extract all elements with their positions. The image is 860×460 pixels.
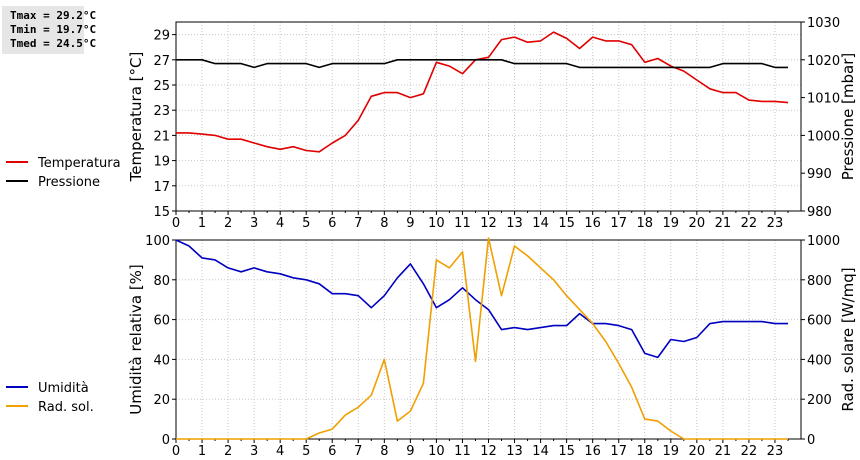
panel1-x-tick-label: 12 (480, 216, 497, 231)
panel2-x-tick-label: 23 (767, 444, 784, 459)
panel2-x-tick-label: 10 (428, 444, 445, 459)
panel1-x-tick-label: 9 (406, 216, 414, 231)
panel1-x-tick-label: 19 (663, 216, 680, 231)
panel1-x-tick-label: 3 (250, 216, 258, 231)
panel2-x-tick-label: 18 (636, 444, 653, 459)
panel2-x-tick-label: 17 (610, 444, 627, 459)
panel1-x-tick-label: 5 (302, 216, 310, 231)
panel2-yr-tick-label: 200 (807, 393, 832, 408)
panel1-yl-tick-label: 27 (153, 54, 170, 69)
panel2-yr-tick-label: 1000 (807, 234, 840, 249)
panel2-x-tick-label: 5 (302, 444, 310, 459)
panel1-yl-tick-label: 29 (153, 29, 170, 44)
panel2-x-tick-label: 6 (328, 444, 336, 459)
panel1-x-tick-label: 11 (454, 216, 471, 231)
panel1-yr-tick-label: 1030 (807, 16, 840, 31)
panel1-ylabel-right: Pressione [mbar] (839, 53, 857, 181)
panel2-x-tick-label: 8 (380, 444, 388, 459)
panel1-x-tick-label: 14 (532, 216, 549, 231)
panel1-yl-tick-label: 15 (153, 205, 170, 220)
panel1-x-tick-label: 8 (380, 216, 388, 231)
panel1-x-tick-label: 1 (198, 216, 206, 231)
panel2-x-tick-label: 21 (715, 444, 732, 459)
panel2-yl-tick-label: 40 (153, 353, 170, 368)
panel2-x-tick-label: 1 (198, 444, 206, 459)
panel1-series-2 (176, 58, 788, 69)
panel1-x-tick-label: 18 (636, 216, 653, 231)
panel1-yl-tick-label: 17 (153, 180, 170, 195)
panel1-x-tick-label: 13 (506, 216, 523, 231)
panel2-yl-tick-label: 60 (153, 314, 170, 329)
panel2-yl-tick-label: 20 (153, 393, 170, 408)
panel2-yr-tick-label: 0 (807, 433, 815, 448)
panel2-yr-tick-label: 600 (807, 314, 832, 329)
panel1-x-tick-label: 6 (328, 216, 336, 231)
panel2-legend-label-1: Umidità (38, 381, 89, 396)
panel1-x-tick-label: 0 (172, 216, 180, 231)
panel1-yr-tick-label: 1010 (807, 92, 840, 107)
panel2-x-tick-label: 0 (172, 444, 180, 459)
panel1-x-tick-label: 17 (610, 216, 627, 231)
panel1-x-tick-label: 22 (741, 216, 758, 231)
panel1-x-tick-label: 16 (584, 216, 601, 231)
panel2-x-tick-label: 20 (689, 444, 706, 459)
panel1-series-1 (176, 31, 789, 153)
panel1-x-tick-label: 10 (428, 216, 445, 231)
panel2-x-tick-label: 2 (224, 444, 232, 459)
panel1-x-tick-label: 20 (689, 216, 706, 231)
panel2-yl-tick-label: 80 (153, 274, 170, 289)
stats-box: Tmax = 29.2°C Tmin = 19.7°C Tmed = 24.5°… (2, 6, 97, 54)
panel2-x-tick-label: 9 (406, 444, 414, 459)
panel2-x-tick-label: 3 (250, 444, 258, 459)
panel2-legend-label-2: Rad. sol. (38, 400, 94, 415)
panel2-ylabel-left: Umidità relativa [%] (127, 264, 145, 415)
panel1-x-tick-label: 2 (224, 216, 232, 231)
panel2-x-tick-label: 14 (532, 444, 549, 459)
panel1-frame (175, 21, 802, 212)
panel1-legend-label-1: Temperatura (37, 156, 121, 171)
panel1-yr-tick-label: 1020 (807, 54, 840, 69)
panel1-yr-tick-label: 990 (807, 167, 832, 182)
panel1-yr-tick-label: 980 (807, 205, 832, 220)
tmed-label: Tmed = 24.5°C (10, 37, 97, 50)
panel1-yl-tick-label: 21 (153, 129, 170, 144)
panel1-yl-tick-label: 23 (153, 104, 170, 119)
panel2-x-tick-label: 22 (741, 444, 758, 459)
panel1-x-tick-label: 23 (767, 216, 784, 231)
panel2-yl-tick-label: 0 (162, 433, 170, 448)
panel2-x-tick-label: 13 (506, 444, 523, 459)
panel1-x-tick-label: 7 (354, 216, 362, 231)
panel1-ylabel-left: Temperatura [°C] (127, 52, 145, 183)
panel1-x-tick-label: 21 (715, 216, 732, 231)
panel2-series-2 (176, 237, 788, 440)
panel1-x-tick-label: 15 (558, 216, 575, 231)
panel2-x-tick-label: 7 (354, 444, 362, 459)
panel1-x-tick-label: 4 (276, 216, 284, 231)
panel1-yl-tick-label: 19 (153, 155, 170, 170)
panel2-x-tick-label: 16 (584, 444, 601, 459)
panel2-x-tick-label: 15 (558, 444, 575, 459)
panel2-x-tick-label: 4 (276, 444, 284, 459)
panel2-yl-tick-label: 100 (145, 234, 170, 249)
panel1-yl-tick-label: 25 (153, 79, 170, 94)
tmax-label: Tmax = 29.2°C (10, 9, 97, 22)
panel2-yr-tick-label: 400 (807, 353, 832, 368)
panel1-yr-tick-label: 1000 (807, 129, 840, 144)
panel2-x-tick-label: 12 (480, 444, 497, 459)
panel2-x-tick-label: 11 (454, 444, 471, 459)
panel1-legend-label-2: Pressione (38, 175, 100, 190)
tmin-label: Tmin = 19.7°C (10, 23, 97, 36)
panel2-yr-tick-label: 800 (807, 274, 832, 289)
panel2-ylabel-right: Rad. solare [W/mq] (839, 267, 857, 411)
panel2-x-tick-label: 19 (663, 444, 680, 459)
